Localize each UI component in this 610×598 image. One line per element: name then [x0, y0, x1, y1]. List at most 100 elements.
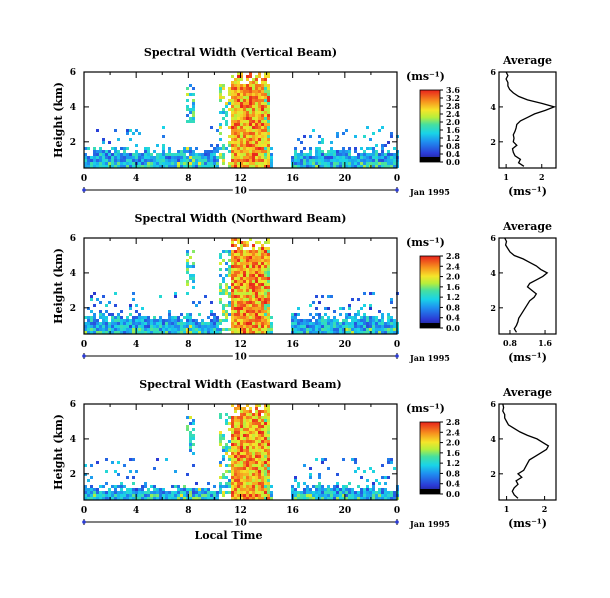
heatmap-cell: [222, 494, 225, 497]
heatmap-cell: [249, 410, 252, 413]
heatmap-cell: [234, 416, 237, 419]
profile-xlabel: (ms⁻¹): [508, 351, 547, 364]
heatmap-cell: [237, 440, 240, 443]
heatmap-cell: [189, 497, 192, 500]
heatmap-cell: [258, 99, 261, 102]
heatmap-cell: [180, 159, 183, 162]
profile-line: [502, 403, 550, 499]
heatmap-cell: [249, 277, 252, 280]
heatmap-cell: [243, 470, 246, 473]
heatmap-cell: [237, 319, 240, 322]
heatmap-cell: [267, 301, 270, 304]
heatmap-cell: [372, 316, 375, 319]
heatmap-cell: [240, 265, 243, 268]
heatmap-cell: [255, 162, 258, 165]
heatmap-cell: [267, 455, 270, 458]
heatmap-cell: [252, 301, 255, 304]
heatmap-cell: [249, 458, 252, 461]
heatmap-cell: [243, 90, 246, 93]
heatmap-cell: [237, 132, 240, 135]
heatmap-cell: [150, 331, 153, 334]
heatmap-cell: [252, 310, 255, 313]
heatmap-cell: [171, 497, 174, 500]
heatmap-cell: [216, 165, 219, 168]
heatmap-cell: [87, 491, 90, 494]
heatmap-cell: [240, 123, 243, 126]
heatmap-cell: [231, 117, 234, 120]
heatmap-cell: [249, 419, 252, 422]
heatmap-cell: [261, 123, 264, 126]
heatmap-cell: [252, 494, 255, 497]
heatmap-cell: [261, 265, 264, 268]
heatmap-cell: [258, 159, 261, 162]
heatmap-cell: [234, 144, 237, 147]
heatmap-cell: [384, 322, 387, 325]
heatmap-cell: [300, 491, 303, 494]
heatmap-cell: [270, 331, 273, 334]
heatmap-cell: [261, 90, 264, 93]
heatmap-cell: [234, 331, 237, 334]
heatmap-cell: [117, 331, 120, 334]
heatmap-cell: [255, 410, 258, 413]
heatmap-cell: [105, 156, 108, 159]
heatmap-cell: [129, 328, 132, 331]
heatmap-cell: [216, 497, 219, 500]
heatmap-cell: [246, 262, 249, 265]
heatmap-cell: [111, 485, 114, 488]
heatmap-cell: [213, 153, 216, 156]
heatmap-cell: [222, 491, 225, 494]
heatmap-cell: [195, 322, 198, 325]
heatmap-cell: [132, 319, 135, 322]
heatmap-cell: [264, 87, 267, 90]
heatmap-cell: [228, 99, 231, 102]
heatmap-cell: [255, 419, 258, 422]
heatmap-cell: [315, 307, 318, 310]
heatmap-cell: [252, 117, 255, 120]
heatmap-cell: [264, 485, 267, 488]
heatmap-cell: [321, 322, 324, 325]
heatmap-cell: [348, 482, 351, 485]
heatmap-cell: [327, 153, 330, 156]
heatmap-cell: [174, 497, 177, 500]
heatmap-cell: [261, 78, 264, 81]
heatmap-cell: [258, 250, 261, 253]
heatmap-cell: [249, 443, 252, 446]
heatmap-cell: [228, 286, 231, 289]
heatmap-cell: [237, 162, 240, 165]
heatmap-cell: [294, 494, 297, 497]
heatmap-cell: [345, 313, 348, 316]
heatmap-cell: [123, 497, 126, 500]
heatmap-cell: [264, 256, 267, 259]
heatmap-cell: [315, 488, 318, 491]
heatmap-cell: [192, 488, 195, 491]
heatmap-cell: [120, 153, 123, 156]
heatmap-cell: [114, 150, 117, 153]
heatmap-cell: [180, 491, 183, 494]
heatmap-cell: [249, 313, 252, 316]
heatmap-cell: [306, 485, 309, 488]
heatmap-cell: [240, 440, 243, 443]
heatmap-cell: [93, 304, 96, 307]
heatmap-cell: [258, 419, 261, 422]
heatmap-cell: [381, 144, 384, 147]
heatmap-cell: [258, 491, 261, 494]
heatmap-cell: [330, 331, 333, 334]
heatmap-cell: [369, 292, 372, 295]
heatmap-cell: [156, 325, 159, 328]
heatmap-cell: [246, 78, 249, 81]
heatmap-cell: [102, 319, 105, 322]
heatmap-cell: [234, 476, 237, 479]
heatmap-cell: [258, 470, 261, 473]
heatmap-cell: [258, 497, 261, 500]
heatmap-cell: [258, 129, 261, 132]
heatmap-cell: [315, 319, 318, 322]
heatmap-cell: [255, 250, 258, 253]
heatmap-cell: [255, 494, 258, 497]
heatmap-cell: [195, 494, 198, 497]
heatmap-cell: [249, 467, 252, 470]
heatmap-cell: [264, 99, 267, 102]
heatmap-cell: [183, 488, 186, 491]
heatmap-cell: [312, 156, 315, 159]
colorbar-low-segment: [420, 489, 440, 494]
heatmap-cell: [261, 328, 264, 331]
